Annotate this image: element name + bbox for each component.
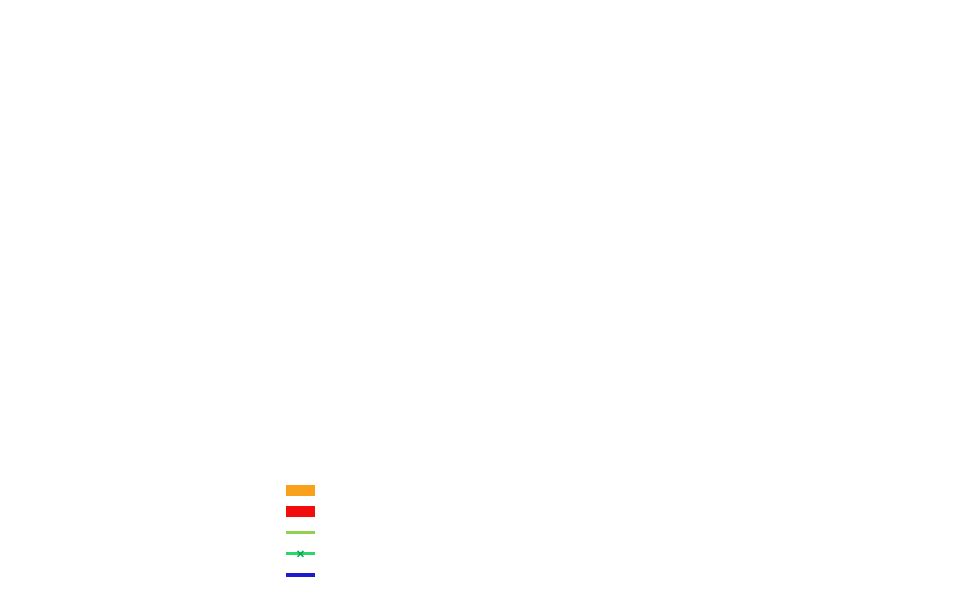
legend-swatch-green-xmarker-line-icon [286, 546, 315, 561]
legend-swatch-lightgreen-line-icon [286, 531, 315, 534]
legend [286, 480, 318, 585]
legend-swatch-blue-line-icon [286, 572, 315, 577]
legend-item-hauptrefinanzierungssatz [286, 480, 318, 501]
legend-item-eonia [286, 501, 318, 522]
legend-item-hcpi-ohne-energie [286, 543, 318, 564]
legend-item-hcpi-inflationsrate [286, 522, 318, 543]
legend-item-m1-wachstumsrate [286, 564, 318, 585]
legend-swatch-red-bar-icon [286, 506, 315, 517]
legend-swatch-orange-bar-icon [286, 485, 315, 496]
